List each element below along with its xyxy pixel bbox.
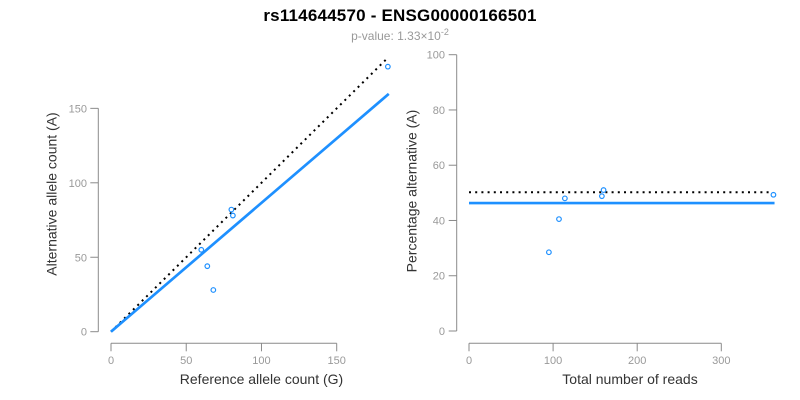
left-scatter-plot: 0 50 100 150 0 50 100 150 xyxy=(69,57,391,367)
left-y-axis-title: Alternative allele count (A) xyxy=(44,112,60,275)
data-point xyxy=(229,212,236,219)
data-point xyxy=(561,195,568,202)
data-point xyxy=(210,287,217,293)
y-tick-label: 50 xyxy=(75,252,87,264)
x-tick-label: 100 xyxy=(252,355,270,367)
right-x-axis-title: Total number of reads xyxy=(562,371,697,387)
x-tick-label: 150 xyxy=(328,355,346,367)
pvalue-exponent: -2 xyxy=(440,27,449,37)
data-point xyxy=(384,63,391,70)
right-y-axis-title: Percentage alternative (A) xyxy=(404,110,420,273)
x-tick-label: 100 xyxy=(544,355,562,367)
y-tick-label: 150 xyxy=(69,103,87,115)
figure-subtitle: p-value: 1.33×10-2 xyxy=(0,27,800,43)
data-point xyxy=(600,187,607,193)
y-tick-label: 0 xyxy=(81,327,87,339)
x-tick-label: 0 xyxy=(108,355,114,367)
data-point xyxy=(204,263,211,270)
y-tick-label: 40 xyxy=(433,215,445,227)
data-point xyxy=(770,191,777,198)
right-scatter-plot: 0 100 200 300 0 20 40 60 80 100 xyxy=(427,50,777,367)
y-tick-label: 80 xyxy=(433,105,445,117)
pvalue-text: p-value: 1.33×10 xyxy=(351,29,441,43)
y-tick-label: 60 xyxy=(433,160,445,172)
x-tick-label: 0 xyxy=(466,355,472,367)
data-point xyxy=(228,206,235,213)
data-point xyxy=(556,216,562,222)
x-tick-label: 300 xyxy=(712,355,730,367)
fit-line xyxy=(110,92,390,333)
figure-title: rs114644570 - ENSG00000166501 xyxy=(263,6,537,25)
x-tick-label: 50 xyxy=(180,355,192,367)
y-tick-label: 20 xyxy=(433,271,445,283)
left-x-axis-title: Reference allele count (G) xyxy=(180,371,343,387)
data-point xyxy=(545,249,552,256)
y-tick-label: 100 xyxy=(69,178,87,190)
data-point xyxy=(598,193,605,200)
data-point xyxy=(198,246,205,253)
y-tick-label: 100 xyxy=(427,50,445,62)
x-tick-label: 200 xyxy=(628,355,646,367)
y-tick-label: 0 xyxy=(439,326,445,338)
identity-line xyxy=(110,57,388,333)
